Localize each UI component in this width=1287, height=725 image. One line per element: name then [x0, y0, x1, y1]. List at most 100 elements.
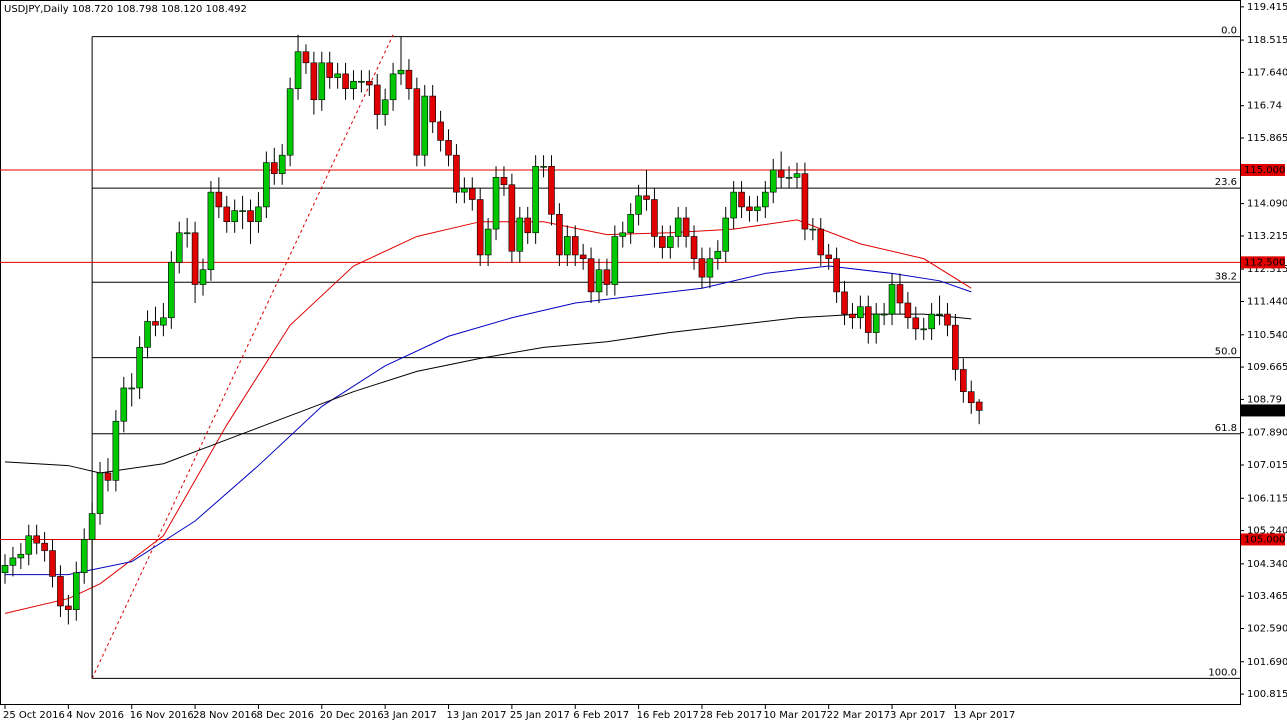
candle-body: [350, 80, 357, 89]
fib-label: 100.0: [1208, 667, 1237, 678]
level-label: 112.500: [1244, 257, 1285, 268]
x-tick-label: 6 Feb 2017: [573, 710, 629, 721]
candle-body: [706, 258, 714, 278]
candle-body: [160, 317, 167, 326]
candle-body: [476, 199, 484, 256]
candle-body: [500, 177, 508, 186]
candle-body: [769, 169, 777, 193]
candle-body: [239, 210, 246, 212]
candle-body: [619, 232, 627, 237]
candle-body: [397, 69, 405, 75]
candle-body: [857, 306, 864, 319]
candle-body: [912, 317, 920, 330]
y-tick-label: 112.315: [1247, 264, 1287, 275]
candle-body: [437, 121, 444, 141]
candle-body: [841, 291, 848, 315]
candle-body: [136, 347, 143, 389]
candle-body: [175, 232, 183, 263]
symbol: USDJPY,Daily: [4, 4, 69, 15]
candle-body: [967, 391, 975, 404]
candle-body: [445, 140, 452, 156]
candle-body: [904, 302, 912, 319]
y-tick-label: 100.815: [1247, 689, 1287, 700]
candle-body: [223, 206, 231, 222]
x-tick-label: 28 Nov 2016: [193, 710, 257, 721]
x-tick-label: 3 Jan 2017: [383, 710, 437, 721]
candle-body: [270, 162, 278, 174]
candle-body: [17, 553, 25, 559]
candle-body: [302, 51, 310, 64]
y-tick-label: 106.115: [1247, 493, 1287, 504]
moving-average: [5, 265, 972, 576]
candle-body: [33, 535, 40, 544]
candle-body: [793, 173, 801, 178]
y-tick-label: 116.74: [1247, 101, 1282, 112]
candle-body: [72, 572, 80, 610]
candle-body: [920, 328, 928, 331]
candle-body: [358, 80, 365, 83]
candle-body: [278, 154, 286, 174]
candle-body: [698, 258, 706, 278]
candle-body: [611, 236, 619, 285]
candle-body: [421, 95, 429, 156]
candle-body: [389, 73, 397, 101]
candle-body: [960, 369, 967, 392]
x-tick-label: 10 Mar 2017: [763, 710, 826, 721]
plot-frame: [0, 0, 1241, 705]
candle-body: [762, 191, 769, 208]
candle-body: [564, 236, 571, 256]
y-tick-label: 118.515: [1247, 35, 1287, 46]
x-tick-label: 20 Dec 2016: [320, 710, 384, 721]
y-tick-label: 110.540: [1247, 330, 1287, 341]
candle-body: [524, 217, 532, 234]
candle-body: [373, 84, 381, 115]
candle-body: [1, 565, 9, 574]
candle-body: [666, 236, 674, 248]
candle-body: [936, 313, 943, 316]
candle-body: [682, 217, 690, 237]
candle-body: [864, 306, 872, 333]
candle-body: [516, 217, 524, 252]
candle-body: [453, 154, 460, 193]
high: 108.798: [116, 4, 157, 15]
candle-body: [532, 165, 539, 234]
candle-body: [825, 254, 832, 259]
candle-body: [540, 165, 547, 168]
candle-body: [57, 576, 64, 607]
x-tick-label: 16 Nov 2016: [130, 710, 194, 721]
candle-body: [381, 99, 389, 115]
level-box: [1241, 533, 1285, 546]
candle-body: [777, 169, 785, 178]
y-tick-label: 119.415: [1247, 2, 1287, 13]
candle-body: [730, 191, 737, 219]
candle-body: [207, 191, 215, 271]
y-tick-label: 101.690: [1247, 657, 1287, 668]
candle-body: [318, 62, 326, 101]
y-tick-label: 111.440: [1247, 297, 1287, 308]
candle-body: [429, 95, 436, 123]
candle-body: [627, 214, 634, 234]
fib-label: 23.6: [1215, 177, 1237, 188]
candle-body: [144, 321, 151, 348]
candle-body: [722, 217, 730, 252]
candle-body: [556, 214, 563, 256]
y-tick-label: 109.665: [1247, 362, 1287, 373]
price-label: 108.492: [1244, 405, 1285, 416]
low: 108.120: [161, 4, 202, 15]
candle-body: [461, 188, 468, 193]
x-tick-label: 13 Jan 2017: [447, 710, 507, 721]
y-tick-label: 102.590: [1247, 624, 1287, 635]
candle-body: [896, 284, 904, 304]
candle-body: [191, 232, 199, 285]
x-tick-label: 28 Feb 2017: [700, 710, 762, 721]
candle-body: [952, 324, 959, 370]
level-box: [1241, 163, 1285, 176]
candle-body: [643, 195, 650, 200]
candle-body: [809, 228, 817, 231]
x-tick-label: 25 Jan 2017: [510, 710, 570, 721]
candle-body: [492, 177, 500, 230]
candle-body: [659, 236, 666, 248]
x-tick-label: 3 Apr 2017: [890, 710, 945, 721]
candle-body: [888, 284, 896, 315]
candle-body: [96, 472, 104, 514]
